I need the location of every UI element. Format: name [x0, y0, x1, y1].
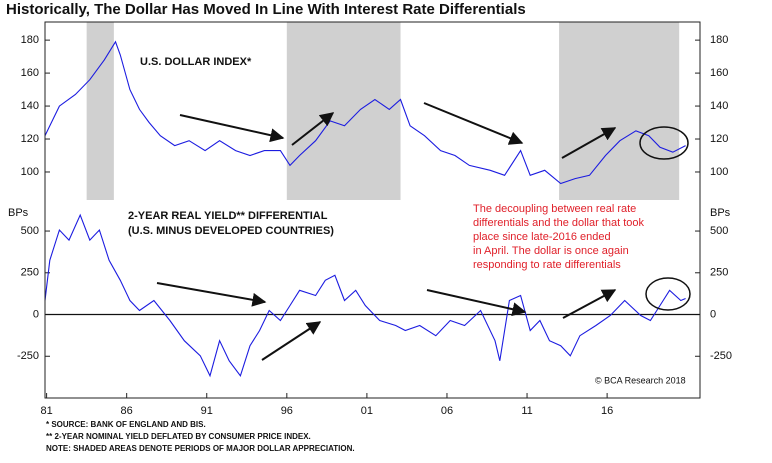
shading-layer [86, 22, 680, 200]
chart-title: Historically, The Dollar Has Moved In Li… [6, 1, 526, 18]
y-tick-label: 180 [710, 34, 728, 46]
footnote: * SOURCE: BANK OF ENGLAND AND BIS. [46, 420, 206, 429]
panel-label: U.S. DOLLAR INDEX* [140, 56, 252, 68]
plot-layer [44, 39, 700, 398]
x-tick-label: 01 [361, 405, 373, 417]
x-tick-label: 81 [40, 405, 52, 417]
panel-label: 2-YEAR REAL YIELD** DIFFERENTIAL [128, 210, 328, 222]
annotation: differentials and the dollar that took [473, 217, 645, 229]
panel-label: (U.S. MINUS DEVELOPED COUNTRIES) [128, 225, 334, 237]
footnote: NOTE: SHADED AREAS DENOTE PERIODS OF MAJ… [46, 444, 355, 453]
y-tick-label: 100 [21, 166, 39, 178]
y-tick-label: 120 [21, 133, 39, 145]
x-tick-label: 06 [441, 405, 453, 417]
y-tick-label: 160 [710, 67, 728, 79]
y-tick-label: 500 [21, 225, 39, 237]
shaded-period [286, 22, 401, 200]
arrows [156, 102, 617, 361]
y-tick-label: 250 [710, 267, 728, 279]
y-tick-label: -250 [710, 350, 732, 362]
unit-label: BPs [8, 207, 29, 219]
x-tick-label: 91 [201, 405, 213, 417]
x-tick-label: 96 [281, 405, 293, 417]
x-tick-label: 11 [521, 405, 532, 417]
annotation: place since late-2016 ended [473, 231, 611, 243]
y-tick-label: 140 [21, 100, 39, 112]
series-line [44, 40, 686, 185]
y-tick-label: 0 [33, 308, 39, 320]
shaded-period [559, 22, 680, 200]
y-tick-label: 140 [710, 100, 728, 112]
annotation: The decoupling between real rate [473, 203, 636, 215]
y-tick-label: 500 [710, 225, 728, 237]
y-tick-label: 180 [21, 34, 39, 46]
x-tick-label: 16 [601, 405, 613, 417]
highlight-ellipse [645, 277, 691, 311]
highlight-ellipse [639, 126, 689, 160]
annotation: in April. The dollar is once again [473, 245, 629, 257]
y-tick-label: 100 [710, 166, 728, 178]
series-line [44, 213, 686, 378]
footnote: ** 2-YEAR NOMINAL YIELD DEFLATED BY CONS… [46, 432, 311, 441]
plot-frame [44, 21, 701, 399]
y-tick-label: 120 [710, 133, 728, 145]
y-tick-label: 0 [710, 308, 716, 320]
shaded-period [86, 22, 114, 200]
x-tick-label: 86 [121, 405, 133, 417]
annotation: responding to rate differentials [473, 259, 621, 271]
y-tick-label: 160 [21, 67, 39, 79]
credit: © BCA Research 2018 [595, 375, 686, 385]
unit-label: BPs [710, 207, 731, 219]
y-tick-label: -250 [17, 350, 39, 362]
y-tick-label: 250 [21, 267, 39, 279]
